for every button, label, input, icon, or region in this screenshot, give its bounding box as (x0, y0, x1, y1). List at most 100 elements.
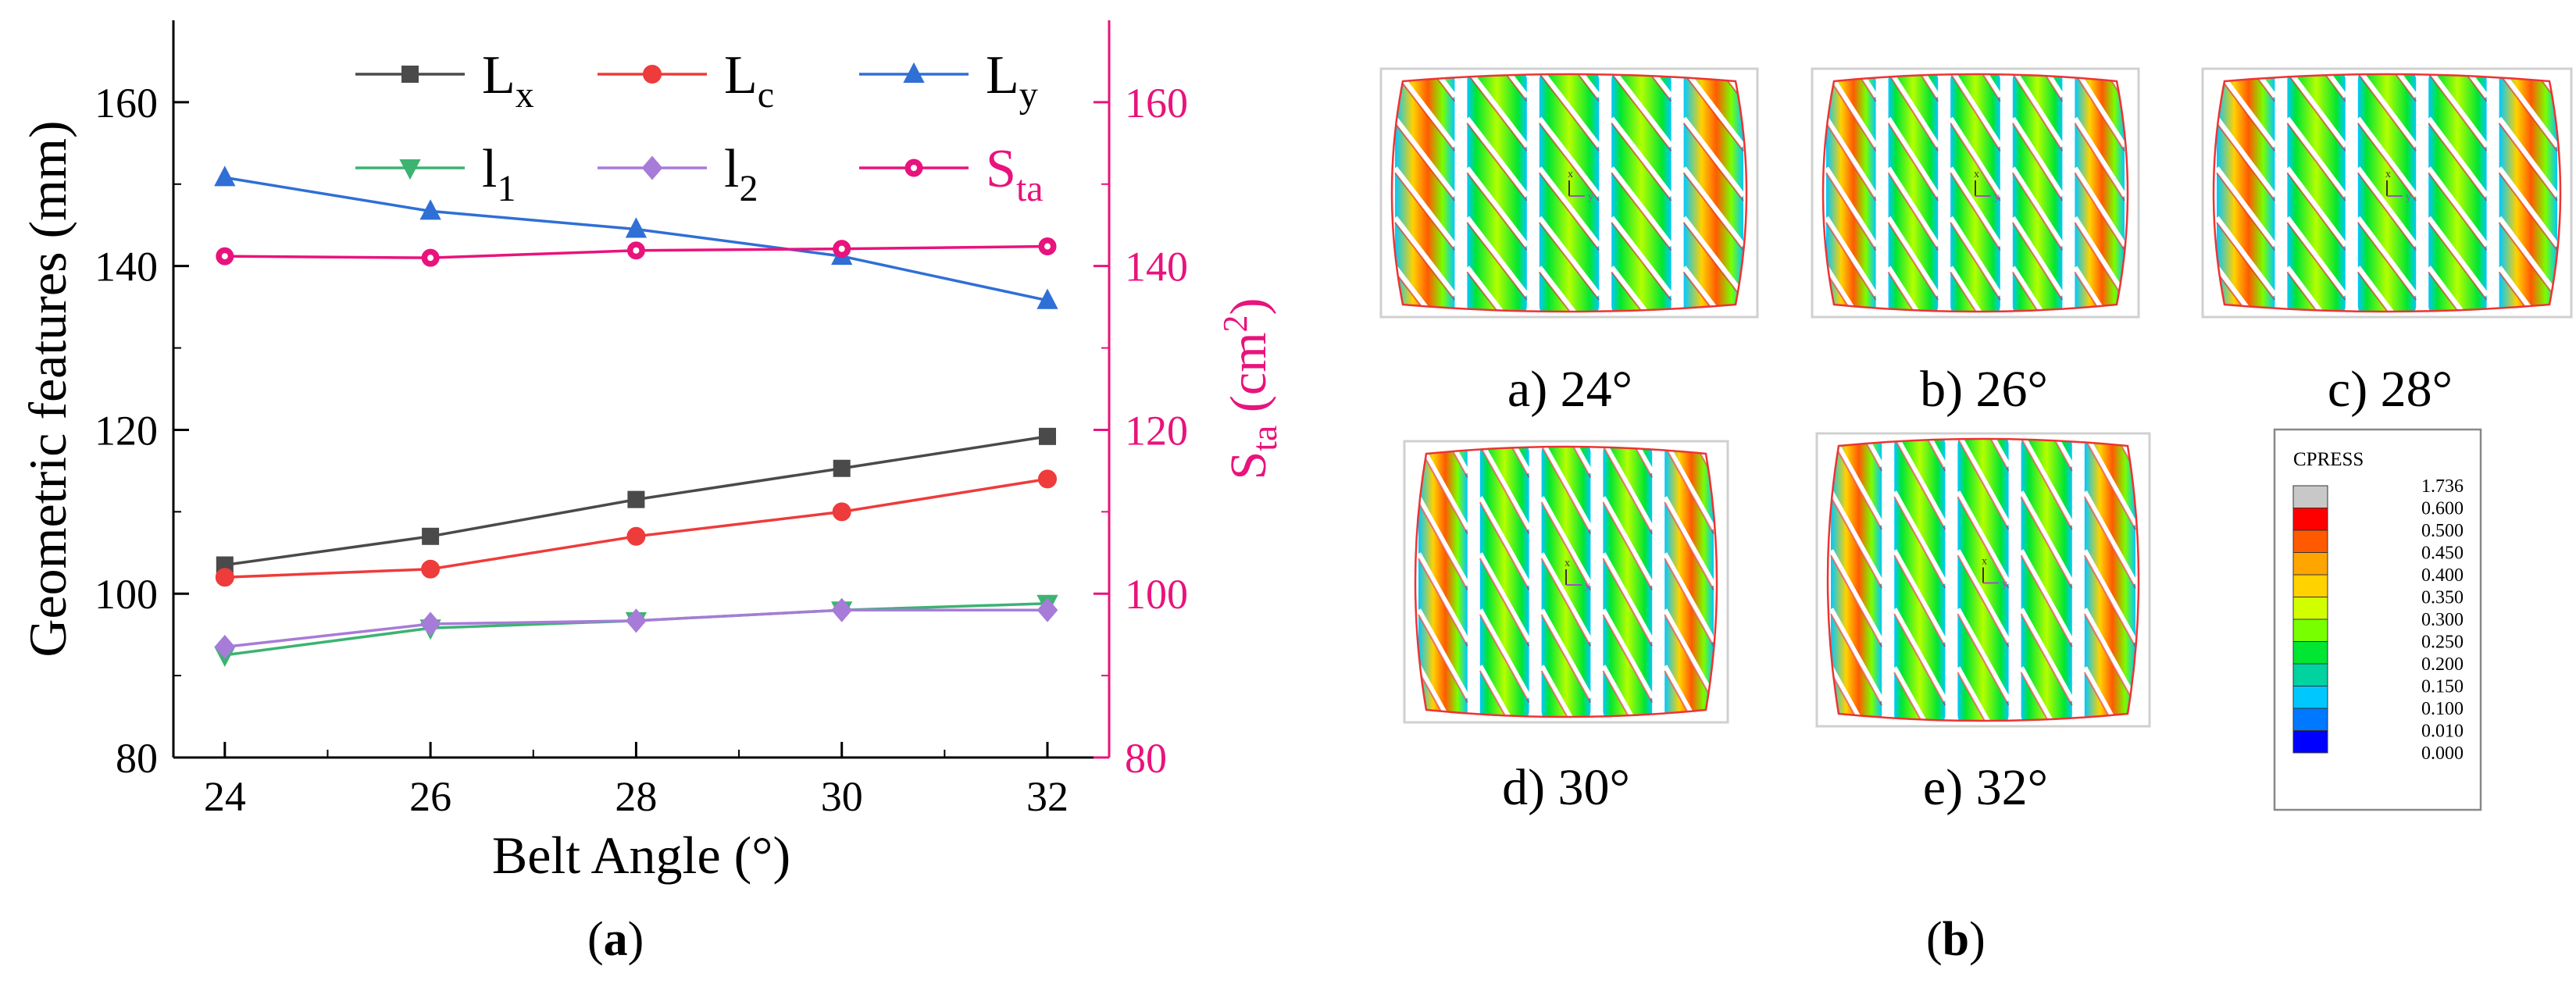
legend-marker (903, 62, 925, 83)
y2-tick-label: 100 (1125, 571, 1188, 618)
point-Sta (1038, 237, 1057, 255)
point-Ly (419, 199, 441, 220)
footprint-2: xy (1811, 67, 2140, 319)
point-Ly (214, 166, 236, 187)
legend-entry-Ly: Ly (859, 45, 1038, 116)
legend-entry-Sta: Sta (859, 139, 1044, 209)
legend-label: l2 (724, 139, 758, 209)
point-l2 (626, 608, 647, 633)
series-l2 (214, 597, 1058, 659)
legend-label: Ly (986, 45, 1038, 116)
y2-tick-label: 140 (1125, 244, 1188, 291)
legend-marker (643, 65, 662, 84)
colorbar-swatch (2292, 529, 2328, 553)
colorbar-swatch (2292, 485, 2328, 508)
colorbar-swatch (2292, 730, 2328, 754)
footprint-panel: xya) 24°xyb) 26°xyc) 28°xyd) 30°xye) 32°… (1379, 67, 2573, 816)
point-l2 (214, 634, 236, 659)
caption-b-letter: b (1942, 913, 1970, 966)
y2-tick-label: 160 (1125, 80, 1188, 127)
footprint-1: xy (1379, 67, 1759, 319)
series-Lx (216, 427, 1057, 574)
colorbar-value: 0.000 (2421, 743, 2464, 764)
colorbar-value: 0.010 (2421, 722, 2464, 742)
caption-a-letter: a (603, 913, 628, 966)
colorbar-swatch (2292, 508, 2328, 531)
colorbar-swatch (2292, 663, 2328, 686)
colorbar-value: 0.100 (2421, 699, 2464, 719)
series-line-Ly (224, 176, 1048, 302)
line-chart: 24 26 28 30 32 80 100 120 140 160 80 100 120 140 160 Be… (18, 20, 1284, 885)
legend-entry-l2: l2 (598, 139, 758, 209)
series-Lc (215, 469, 1058, 587)
y-tick-label: 120 (95, 407, 158, 454)
caption-b: (b) (1926, 913, 1986, 966)
svg-text:x: x (2385, 169, 2391, 180)
legend-marker (399, 159, 421, 180)
legend-marker (641, 155, 663, 180)
point-Sta (833, 240, 851, 258)
point-Lx (833, 459, 851, 477)
colorbar-swatch (2292, 686, 2328, 709)
legend-label: l1 (482, 139, 516, 209)
colorbar-swatch (2292, 618, 2328, 642)
series-Ly (214, 166, 1058, 309)
svg-text:x: x (1568, 169, 1573, 180)
svg-text:x: x (1974, 169, 1979, 180)
point-Sta (216, 247, 234, 266)
footprint-3: xy (2201, 67, 2573, 319)
legend-entry-l1: l1 (355, 139, 516, 209)
point-Sta (626, 241, 645, 260)
y-tick-label: 80 (116, 735, 158, 782)
x-tick-label: 26 (409, 773, 451, 820)
point-l2 (831, 597, 853, 622)
colorbar-swatch (2292, 708, 2328, 731)
legend-label: Lc (724, 45, 774, 116)
series-Sta (216, 237, 1057, 267)
point-l2 (1036, 597, 1058, 622)
colorbar-value: 0.200 (2421, 654, 2464, 675)
svg-text:y: y (1994, 191, 2000, 203)
footprint-4: xy (1403, 440, 1729, 724)
chart-legend: Lx Lc Ly l1 l2 Sta (355, 45, 1044, 209)
colorbar-value: 0.450 (2421, 544, 2464, 564)
svg-text:y: y (2002, 579, 2007, 590)
svg-text:y: y (1588, 191, 1593, 203)
y-tick-label: 140 (95, 244, 158, 291)
point-l2 (419, 611, 441, 636)
footprint-label-2: b) 26° (1920, 361, 2048, 418)
legend-entry-Lc: Lc (598, 45, 774, 116)
point-Lc (832, 502, 851, 522)
point-Lc (1038, 469, 1058, 489)
colorbar-swatch (2292, 641, 2328, 665)
colorbar-value: 0.300 (2421, 610, 2464, 630)
point-Lx (422, 527, 440, 545)
svg-text:y: y (1585, 580, 1590, 592)
point-Lc (421, 559, 441, 579)
footprint-label-5: e) 32° (1923, 759, 2048, 816)
svg-text:x: x (1982, 556, 1987, 568)
legend-label: Sta (986, 139, 1044, 209)
colorbar-value: 0.400 (2421, 565, 2464, 586)
point-Ly (1036, 288, 1058, 309)
x-tick-label: 32 (1026, 773, 1069, 820)
chart-axes: 24 26 28 30 32 80 100 120 140 160 80 100 120 140 160 Be… (18, 20, 1284, 885)
x-tick-label: 24 (204, 773, 246, 820)
colorbar-swatch (2292, 552, 2328, 576)
point-Lc (215, 568, 234, 587)
point-Ly (625, 217, 648, 238)
colorbar-value: 0.600 (2421, 499, 2464, 519)
colorbar-value: 0.350 (2421, 588, 2464, 608)
colorbar-swatch (2292, 574, 2328, 597)
footprint-label-3: c) 28° (2328, 361, 2453, 418)
colorbar-value: 0.150 (2421, 677, 2464, 697)
y2-tick-label: 120 (1125, 407, 1188, 454)
x-tick-label: 28 (615, 773, 657, 820)
colorbar-value: 0.500 (2421, 521, 2464, 541)
x-tick-label: 30 (821, 773, 863, 820)
legend-marker (904, 159, 923, 177)
chart-series (214, 166, 1058, 668)
footprint-label-4: d) 30° (1502, 759, 1630, 816)
svg-text:x: x (1565, 558, 1570, 569)
